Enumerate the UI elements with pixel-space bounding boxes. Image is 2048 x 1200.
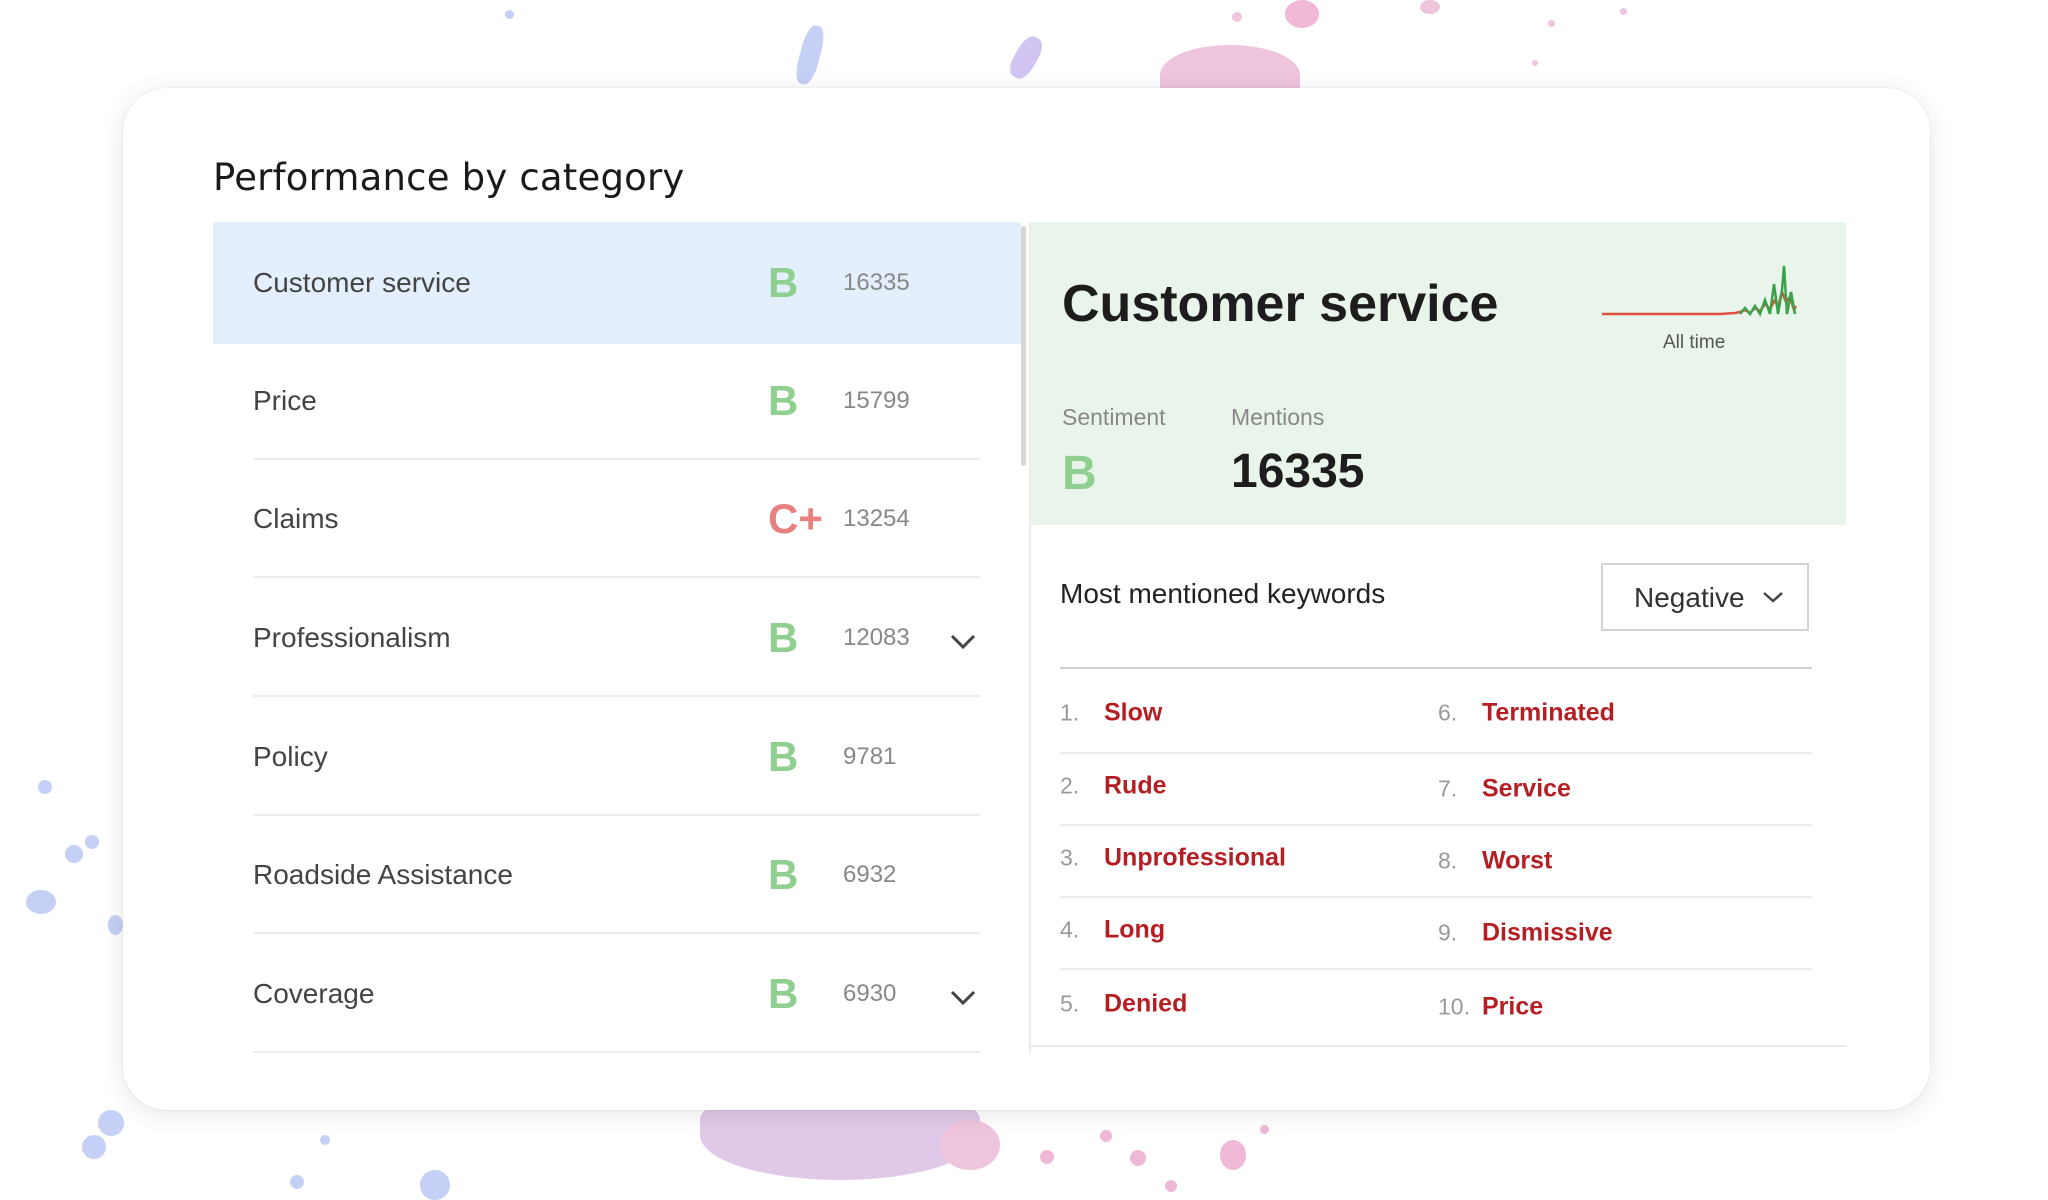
keyword-word: Rude [1104,771,1167,800]
category-row[interactable]: Claims C+ 13254 [213,460,1021,578]
category-grade: B [768,851,799,898]
chevron-down-icon[interactable] [948,632,978,652]
keyword-rank: 1. [1060,699,1080,726]
keyword-item[interactable]: 2. Rude [1060,766,1420,806]
keyword-rank: 2. [1060,772,1080,799]
sentiment-filter-dropdown[interactable]: Negative [1601,563,1809,631]
keyword-word: Denied [1104,989,1188,1018]
detail-bottom-rule [1031,1045,1846,1047]
keyword-item[interactable]: 6. Terminated [1438,693,1798,733]
category-mention-count: 15799 [843,387,910,414]
keyword-rank: 6. [1438,699,1458,726]
keyword-item[interactable]: 9. Dismissive [1438,913,1798,953]
keyword-rank: 7. [1438,775,1458,802]
keyword-item[interactable]: 3. Unprofessional [1060,838,1420,878]
category-grade: C+ [768,495,823,542]
category-label: Policy [253,741,328,772]
keyword-item[interactable]: 10. Price [1438,987,1798,1027]
dropdown-selected-value: Negative [1634,582,1745,613]
keyword-rank: 9. [1438,919,1458,946]
page-title: Performance by category [213,156,685,199]
mentions-count: 16335 [1231,445,1365,498]
keyword-word: Slow [1104,698,1163,727]
category-row[interactable]: Price B 15799 [213,342,1021,460]
keyword-rank: 4. [1060,916,1080,943]
mentions-label: Mentions [1231,404,1325,430]
category-mention-count: 16335 [843,269,910,296]
category-label: Coverage [253,978,375,1009]
row-divider [253,814,980,816]
category-mention-count: 6932 [843,861,897,888]
category-mention-count: 13254 [843,505,910,532]
keyword-rank: 10. [1438,993,1470,1020]
keyword-word: Price [1482,992,1544,1021]
keyword-item[interactable]: 1. Slow [1060,693,1420,733]
category-mention-count: 9781 [843,743,897,770]
category-label: Professionalism [253,622,451,653]
sentiment-grade: B [1062,447,1097,500]
keyword-item[interactable]: 8. Worst [1438,841,1798,881]
keywords-heading: Most mentioned keywords [1060,578,1386,609]
list-scrollbar[interactable] [1021,226,1026,466]
chevron-down-icon [1763,592,1783,603]
keyword-row-divider [1060,752,1812,754]
category-row[interactable]: Roadside Assistance B 6932 [213,816,1021,934]
keyword-rank: 8. [1438,847,1458,874]
keyword-word: Worst [1482,846,1553,875]
keyword-word: Long [1104,915,1166,944]
row-divider [253,932,980,934]
keyword-word: Dismissive [1482,918,1613,947]
row-divider [253,1051,980,1053]
category-grade: B [768,733,799,780]
sparkline-caption: All time [1663,332,1726,353]
category-row[interactable]: Coverage B 6930 [213,935,1021,1053]
detail-title: Customer service [1062,275,1499,333]
category-row[interactable]: Customer service B 16335 [213,222,1021,344]
keyword-item[interactable]: 4. Long [1060,910,1420,950]
keyword-row-divider [1060,968,1812,970]
keyword-row-divider [1060,824,1812,826]
sentiment-label: Sentiment [1062,404,1166,430]
keyword-word: Service [1482,774,1571,803]
row-divider [253,695,980,697]
category-label: Customer service [253,267,471,298]
keywords-header-rule [1060,667,1812,669]
keyword-rank: 3. [1060,844,1080,871]
category-detail-panel: Customer service All time Sentiment Ment… [1031,222,1846,525]
keyword-word: Terminated [1482,698,1615,727]
category-label: Claims [253,503,339,534]
sparkline-chart-icon [1602,265,1798,317]
category-grade: B [768,970,799,1017]
keyword-row-divider [1060,896,1812,898]
keyword-word: Unprofessional [1104,843,1286,872]
category-label: Price [253,385,317,416]
keyword-rank: 5. [1060,990,1080,1017]
chevron-down-icon[interactable] [948,988,978,1008]
row-divider [253,458,980,460]
category-mention-count: 12083 [843,624,910,651]
category-mention-count: 6930 [843,980,897,1007]
category-grade: B [768,614,799,661]
panel-divider [1029,222,1031,1054]
category-grade: B [768,259,799,306]
category-row[interactable]: Policy B 9781 [213,698,1021,816]
category-row[interactable]: Professionalism B 12083 [213,579,1021,697]
category-label: Roadside Assistance [253,859,513,890]
keyword-item[interactable]: 5. Denied [1060,984,1420,1024]
category-grade: B [768,377,799,424]
row-divider [253,576,980,578]
category-list: Customer service B 16335 Price B 15799 Claims C… [213,222,1021,1053]
keyword-item[interactable]: 7. Service [1438,769,1798,809]
